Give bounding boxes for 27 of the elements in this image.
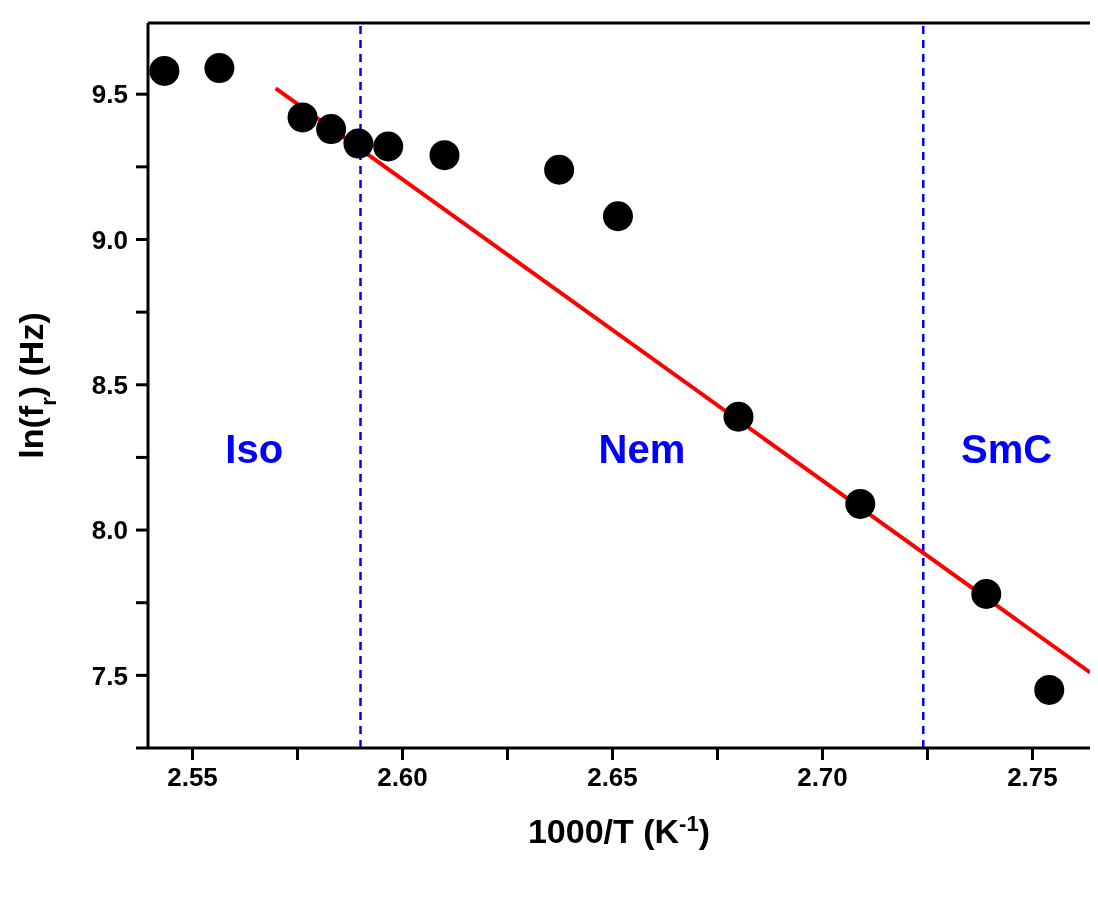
x-tick-label: 2.75 (1007, 762, 1058, 793)
point (602, 201, 633, 232)
x-axis-title: 1000/T (K$^{-1}$) (527, 810, 711, 850)
point (373, 131, 404, 162)
point (1034, 674, 1065, 705)
text: 8.0 (91, 515, 128, 546)
y-tick-label: 7.5 (91, 660, 128, 691)
annotation: Iso (225, 426, 284, 471)
text: 2.60 (377, 762, 428, 793)
point (149, 55, 180, 86)
point (845, 488, 876, 519)
point (544, 154, 575, 185)
point (343, 128, 374, 159)
point (429, 140, 460, 171)
point (287, 102, 318, 133)
point (971, 578, 1002, 609)
text: 9.0 (91, 224, 128, 255)
x-tick-label: 2.55 (167, 762, 218, 793)
point (723, 401, 754, 432)
text: 2.70 (797, 762, 848, 793)
point (204, 53, 235, 84)
x-tick-label: 2.65 (587, 762, 638, 793)
point (316, 114, 347, 145)
annotation: SmC (961, 426, 1053, 471)
y-tick-label: 8.5 (91, 370, 128, 400)
y-tick-label: 9.5 (91, 79, 128, 110)
annotation: Nem (598, 426, 686, 471)
